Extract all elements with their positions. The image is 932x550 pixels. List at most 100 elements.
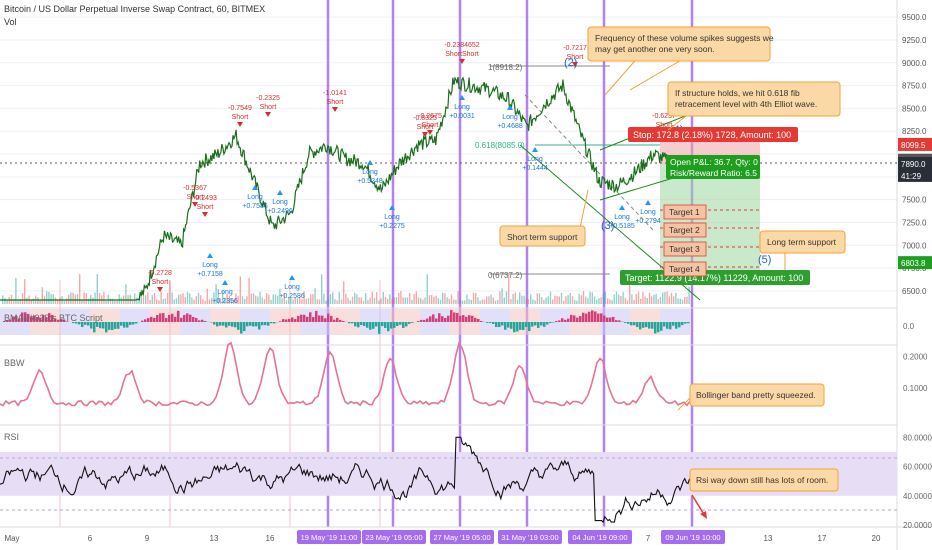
volume-bar [277,295,279,304]
time-tick: 20 [872,534,881,543]
long-arrow-icon [507,105,513,110]
volume-bar [668,296,670,304]
time-highlight-label: 09 Jun '19 10:00 [665,533,720,542]
bma-bar [654,322,657,334]
long-arrow-icon [619,205,625,210]
volume-bar [204,300,206,304]
bma-bar [636,322,639,328]
bma-bar [522,322,525,330]
bma-bar [609,317,612,322]
long-label: Long [272,199,288,206]
bma-bar [102,322,105,329]
volume-bar [237,295,239,304]
short-label: -0.2325 [256,95,280,102]
volume-bar [633,300,635,304]
volume-bar [358,297,360,304]
bma-bar [510,322,513,329]
volume-bar [318,299,321,304]
vol-label: Vol [4,17,17,27]
bma-bar [444,317,447,322]
volume-bar [387,299,389,304]
bma-bar [45,317,48,322]
volume-bar [116,300,118,304]
volume-bar [305,298,307,304]
volume-bar [477,297,479,304]
callout-bbw-pointer [677,397,691,411]
bma-bar [687,322,690,324]
callout-volume[interactable]: Frequency of these volume spikes suggest… [587,26,774,96]
volume-bar [193,299,195,304]
callout-bbw-box [689,383,825,407]
long-label: Long [202,262,218,269]
volume-bar [598,298,600,304]
volume-bar [314,288,316,304]
callout-structure[interactable]: If structure holds, we hit 0.618 fib retr… [667,81,841,131]
time-highlight-label: 31 May '19 03:00 [501,533,558,542]
volume-bar [543,299,545,304]
bma-bar [447,315,450,322]
pnl-box[interactable] [666,155,760,179]
bma-bar [321,315,324,322]
callout-long-support[interactable]: Long term support [759,230,846,270]
short-arrow-icon [192,202,198,207]
volume-bar [499,291,501,304]
bma-bar [105,322,108,333]
volume-bar [345,293,347,304]
volume-bar [514,292,516,304]
volume-bar [637,291,640,304]
volume-bar [351,296,354,304]
volume-bar [206,288,208,304]
bma-bar [402,322,405,329]
volume-bar [591,292,593,304]
volume-bar [596,299,598,304]
volume-bar [479,300,481,304]
callout-short-support[interactable]: Short term support [499,189,589,247]
volume-bar [662,292,664,304]
callout-bbw[interactable]: Bollinger band pretty squeezed. [677,383,825,411]
long-label: Long [640,209,656,216]
long-label: +0.0031 [449,113,475,120]
bma-bar [501,322,504,326]
bma-bar [189,314,192,322]
volume-bar [316,299,318,304]
bma-bar [318,315,321,322]
volume-bar [648,292,651,304]
price-tick: 7000.0 [902,241,927,250]
bma-bar [432,314,435,322]
volume-bar [208,299,211,304]
volume-bar [334,299,336,304]
volume-bar [600,297,602,304]
bma-bar [471,315,474,322]
long-label: +0.5185 [609,223,635,230]
long-label: Long [502,114,518,121]
bma-bar [99,322,102,329]
bma-bar [546,322,549,325]
long-label: +0.2496 [267,208,293,215]
volume-bar [173,299,175,304]
callout-rsi[interactable]: Rsi way down still has lots of room. [689,468,839,519]
bma-bar [513,322,516,333]
volume-bar [158,300,160,304]
bma-tick: 0.0 [903,322,915,331]
volume-bar [136,297,138,304]
volume-bar [307,298,310,304]
bma-bar [465,316,468,322]
volume-bar [131,299,134,304]
callout-rsi-box [689,468,839,492]
volume-bar [556,296,558,304]
bma-bar [84,322,87,325]
volume-bar [147,292,149,304]
volume-bar [494,300,497,304]
volume-bar [327,299,329,304]
bbw-tick: 0.2000 [903,352,928,361]
volume-bar [239,276,241,304]
volume-bar [303,291,305,304]
stop-box[interactable] [628,127,798,142]
volume-bar [167,292,169,304]
volume-bar [384,296,387,304]
bma-bar [531,322,534,327]
volume-bar [164,298,167,304]
volume-bar [523,295,525,304]
short-arrow-icon [332,107,338,112]
